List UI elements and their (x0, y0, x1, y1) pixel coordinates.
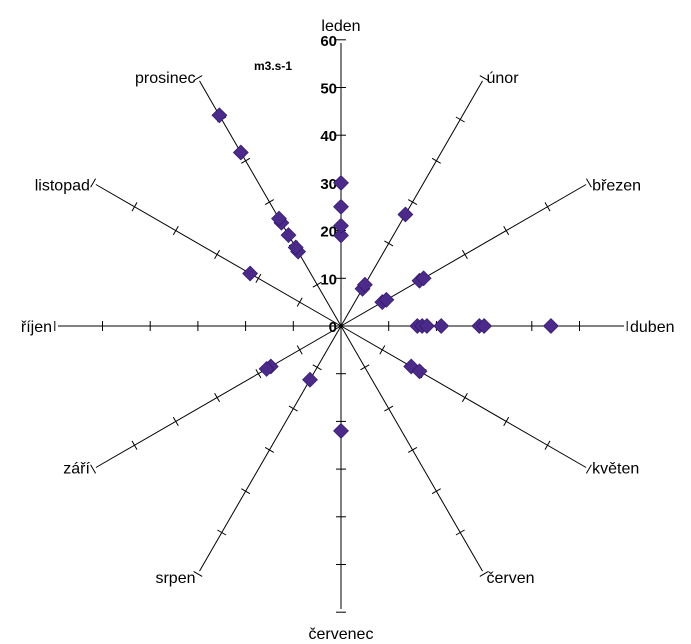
data-point-únor-1 (356, 276, 373, 293)
tick-listopad-30 (214, 249, 221, 260)
data-point-březen-3 (415, 270, 432, 287)
data-point-duben-6 (542, 318, 559, 334)
labels-layer: leden únor březen duben květen červen červenec… (21, 18, 675, 643)
tick-únor-40 (431, 157, 441, 164)
points-layer (211, 107, 559, 439)
axis-prosinec (199, 80, 342, 327)
scale-label-0: 0 (329, 319, 337, 336)
scale-label-30: 30 (320, 176, 337, 193)
data-point-květen-1 (411, 363, 428, 380)
axis-label-listopad: listopad (35, 178, 90, 195)
axis-červen (340, 325, 483, 572)
data-point-leden-0 (333, 227, 349, 244)
axis-label-srpen: srpen (155, 570, 195, 587)
tick-srpen-50 (217, 529, 227, 536)
axis-label-duben: duben (630, 319, 675, 336)
data-point-březen-1 (378, 291, 395, 308)
data-point-září-1 (258, 360, 275, 377)
scale-label-60: 60 (320, 33, 337, 50)
data-point-leden-1 (333, 217, 349, 234)
axis-listopad (95, 184, 342, 327)
data-point-prosinec-2 (280, 227, 297, 244)
tick-srpen-20 (288, 405, 298, 412)
data-point-červenec-0 (333, 422, 349, 439)
tick-červen-20 (384, 405, 394, 412)
tick-květen-10 (379, 345, 386, 355)
tick-září-40 (172, 416, 179, 426)
data-point-duben-3 (433, 318, 450, 334)
data-point-prosinec-6 (211, 107, 228, 124)
data-point-duben-5 (476, 318, 493, 334)
data-point-listopad-0 (242, 265, 259, 282)
tick-listopad-10 (296, 297, 303, 307)
data-point-únor-2 (397, 206, 414, 223)
scale-label-20: 20 (320, 224, 337, 241)
axis-label-březen: březen (592, 178, 641, 195)
tick-březen-60 (585, 178, 592, 188)
tick-září-60 (90, 464, 97, 474)
tick-září-50 (131, 440, 138, 450)
tick-květen-60 (585, 464, 592, 474)
tick-září-30 (214, 392, 221, 403)
tick-listopad-40 (172, 226, 179, 236)
axes-layer (58, 43, 624, 609)
tick-únor-30 (407, 199, 418, 206)
axis-label-červen: červen (487, 570, 535, 587)
data-point-duben-2 (418, 318, 435, 334)
axis-květen (340, 325, 587, 468)
unit-label: m3.s-1 (254, 59, 292, 73)
tick-srpen-30 (264, 446, 275, 453)
tick-únor-50 (455, 116, 465, 123)
tick-prosinec-30 (264, 199, 275, 206)
axis-label-červenec: červenec (309, 626, 374, 643)
axis-label-říjen: říjen (21, 319, 52, 336)
data-point-prosinec-5 (232, 144, 249, 161)
tick-prosinec-40 (241, 157, 251, 164)
tick-listopad-20 (255, 273, 262, 283)
tick-březen-40 (503, 226, 510, 236)
axis-září (95, 325, 342, 468)
data-point-prosinec-1 (287, 239, 304, 256)
scale-label-10: 10 (320, 271, 337, 288)
axis-label-květen: květen (592, 461, 639, 478)
tick-červen-40 (431, 488, 441, 495)
tick-červen-30 (407, 446, 418, 453)
tick-srpen-60 (193, 570, 203, 577)
axis-srpen (199, 325, 342, 572)
tick-prosinec-60 (193, 75, 203, 82)
tick-září-10 (296, 345, 303, 355)
tick-květen-50 (544, 440, 551, 450)
tick-červen-60 (479, 570, 489, 577)
axis-label-únor: únor (487, 70, 520, 87)
tick-červen-10 (360, 364, 370, 371)
scale-label-50: 50 (320, 81, 337, 98)
data-point-prosinec-4 (271, 210, 287, 227)
tick-září-20 (255, 369, 262, 379)
tick-prosinec-10 (312, 281, 322, 288)
tick-květen-40 (503, 416, 510, 426)
axis-label-prosinec: prosinec (135, 70, 195, 87)
data-point-srpen-0 (302, 371, 318, 388)
tick-listopad-60 (90, 178, 97, 188)
axis-label-září: září (63, 461, 90, 478)
data-point-leden-2 (333, 198, 349, 215)
tick-březen-50 (544, 202, 551, 212)
tick-srpen-10 (312, 364, 322, 371)
tick-srpen-40 (241, 488, 251, 495)
tick-únor-60 (479, 75, 489, 82)
scale-label-40: 40 (320, 128, 337, 145)
tick-červen-50 (455, 529, 465, 536)
tick-březen-30 (461, 249, 468, 260)
axis-label-leden: leden (321, 18, 360, 35)
tick-květen-30 (461, 392, 468, 403)
tick-listopad-50 (131, 202, 138, 212)
data-point-leden-3 (333, 174, 349, 191)
tick-únor-20 (384, 240, 394, 247)
